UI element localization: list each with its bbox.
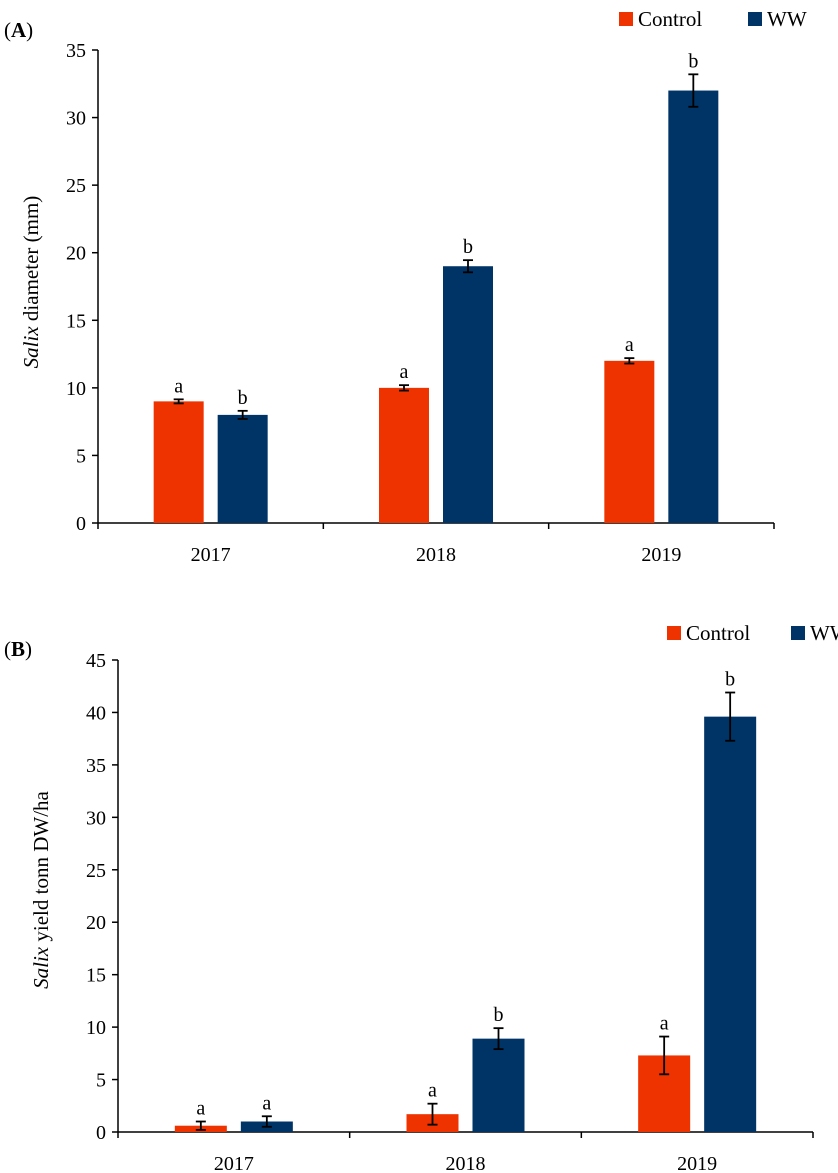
panel-b-legend: Control WW	[667, 621, 838, 645]
legend-label-control: Control	[638, 7, 702, 31]
panel-b-label-open: (	[4, 637, 11, 661]
panel-a-label-open: (	[4, 18, 11, 42]
y-tick-label: 25	[86, 860, 106, 882]
significance-letter-control-2019: a	[660, 1013, 669, 1035]
y-tick-label: 20	[66, 243, 86, 265]
y-tick-label: 0	[76, 513, 86, 535]
y-tick-label: 5	[76, 445, 86, 467]
significance-letter-control-2017: a	[174, 375, 183, 397]
legend-swatch-ww	[748, 12, 762, 26]
panel-b-y-axis-label-text: yield tonn DW/ha	[29, 790, 53, 946]
bar-ww-2018	[472, 1038, 525, 1132]
bar-ww-2018	[443, 266, 493, 523]
y-tick-label: 35	[86, 755, 106, 777]
significance-letter-control-2019: a	[625, 334, 634, 356]
legend-swatch-control	[667, 626, 681, 640]
y-tick-label: 25	[66, 175, 86, 197]
panel-a-label: (A)	[4, 18, 33, 42]
y-tick-label: 15	[86, 965, 106, 987]
legend-swatch-ww	[791, 626, 805, 640]
y-tick-label: 45	[86, 650, 106, 672]
y-tick-label: 30	[86, 807, 106, 829]
significance-letter-ww-2017: b	[238, 387, 248, 409]
significance-letter-ww-2019: b	[725, 669, 735, 691]
significance-letter-ww-2017: a	[262, 1092, 271, 1114]
legend-label-control: Control	[686, 621, 750, 645]
bar-control-2018	[379, 387, 429, 523]
x-tick-label: 2018	[416, 544, 456, 566]
panel-b: (B) Control WW Salix yield tonn DW/ha 0 5 1…	[4, 621, 838, 1173]
x-tick-label: 2017	[214, 1153, 254, 1173]
y-tick-label: 15	[66, 310, 86, 332]
panel-b-label-letter: B	[11, 637, 25, 661]
legend-swatch-control	[619, 12, 633, 26]
panel-a-axes: 0 5 10 15 20 25 30 35 2017 2018 2019	[66, 40, 775, 566]
x-tick-label: 2017	[191, 544, 231, 566]
panel-a-legend: Control WW	[619, 7, 807, 31]
significance-letter-control-2018: a	[428, 1080, 437, 1102]
x-tick-label: 2019	[677, 1153, 717, 1173]
bar-control-2019	[604, 360, 655, 523]
panel-b-bars: a a a b a b	[174, 669, 757, 1132]
significance-letter-ww-2019: b	[688, 50, 698, 72]
panel-a-label-close: )	[26, 18, 33, 42]
panel-a-bars: a b a b a b	[153, 50, 719, 524]
y-tick-label: 0	[96, 1122, 106, 1144]
significance-letter-control-2018: a	[400, 361, 409, 383]
panel-a-label-letter: A	[11, 18, 27, 42]
bar-ww-2017	[217, 414, 268, 523]
y-tick-label: 5	[96, 1070, 106, 1092]
panel-a: (A) Control WW Salix diameter (mm) 0 5 10 15…	[4, 7, 807, 566]
significance-letter-control-2017: a	[196, 1098, 205, 1120]
panel-b-label-close: )	[25, 637, 32, 661]
y-tick-label: 10	[86, 1017, 106, 1039]
y-tick-label: 35	[66, 40, 86, 62]
panel-b-axes: 0 5 10 15 20 25 30 35 40 45 2017 2018 2019	[86, 650, 814, 1173]
panel-a-y-axis-label-italic: Salix	[19, 326, 43, 369]
panel-a-y-axis-label: Salix diameter (mm)	[19, 196, 43, 369]
y-tick-label: 10	[66, 378, 86, 400]
significance-letter-ww-2018: b	[463, 236, 473, 258]
bar-ww-2019	[704, 716, 757, 1132]
legend-label-ww: WW	[810, 621, 838, 645]
x-tick-label: 2018	[446, 1153, 486, 1173]
legend-label-ww: WW	[767, 7, 807, 31]
bar-ww-2019	[668, 90, 719, 524]
y-tick-label: 30	[66, 108, 86, 130]
panel-b-label: (B)	[4, 637, 32, 661]
panel-a-y-axis-label-text: diameter (mm)	[19, 196, 43, 327]
y-tick-label: 40	[86, 702, 106, 724]
x-tick-label: 2019	[641, 544, 681, 566]
panel-b-y-axis-label-italic: Salix	[29, 946, 53, 989]
bar-control-2017	[153, 401, 204, 523]
y-tick-label: 20	[86, 912, 106, 934]
significance-letter-ww-2018: b	[494, 1004, 504, 1026]
panel-b-y-axis-label: Salix yield tonn DW/ha	[29, 790, 53, 988]
